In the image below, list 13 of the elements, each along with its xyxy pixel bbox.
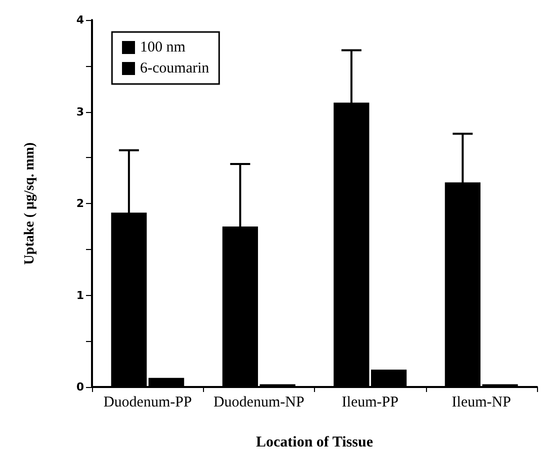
y-tick-label: 1 bbox=[76, 288, 84, 302]
y-tick-label: 2 bbox=[76, 197, 84, 210]
x-tick-label: Ileum-NP bbox=[452, 394, 511, 410]
x-tick-label: Duodenum-NP bbox=[213, 394, 304, 410]
y-tick-label: 4 bbox=[76, 14, 84, 26]
x-tick-label: Ileum-PP bbox=[342, 394, 398, 410]
legend-label: 100 nm bbox=[140, 40, 186, 56]
y-axis-title: Uptake ( µg/sq. mm) bbox=[22, 142, 38, 265]
y-tick-label: 3 bbox=[76, 105, 84, 118]
x-axis-title: Location of Tissue bbox=[256, 434, 374, 450]
y-tick-label: 0 bbox=[76, 380, 84, 394]
x-tick-label: Duodenum-PP bbox=[103, 394, 192, 410]
legend-label: 6-coumarin bbox=[140, 60, 210, 76]
